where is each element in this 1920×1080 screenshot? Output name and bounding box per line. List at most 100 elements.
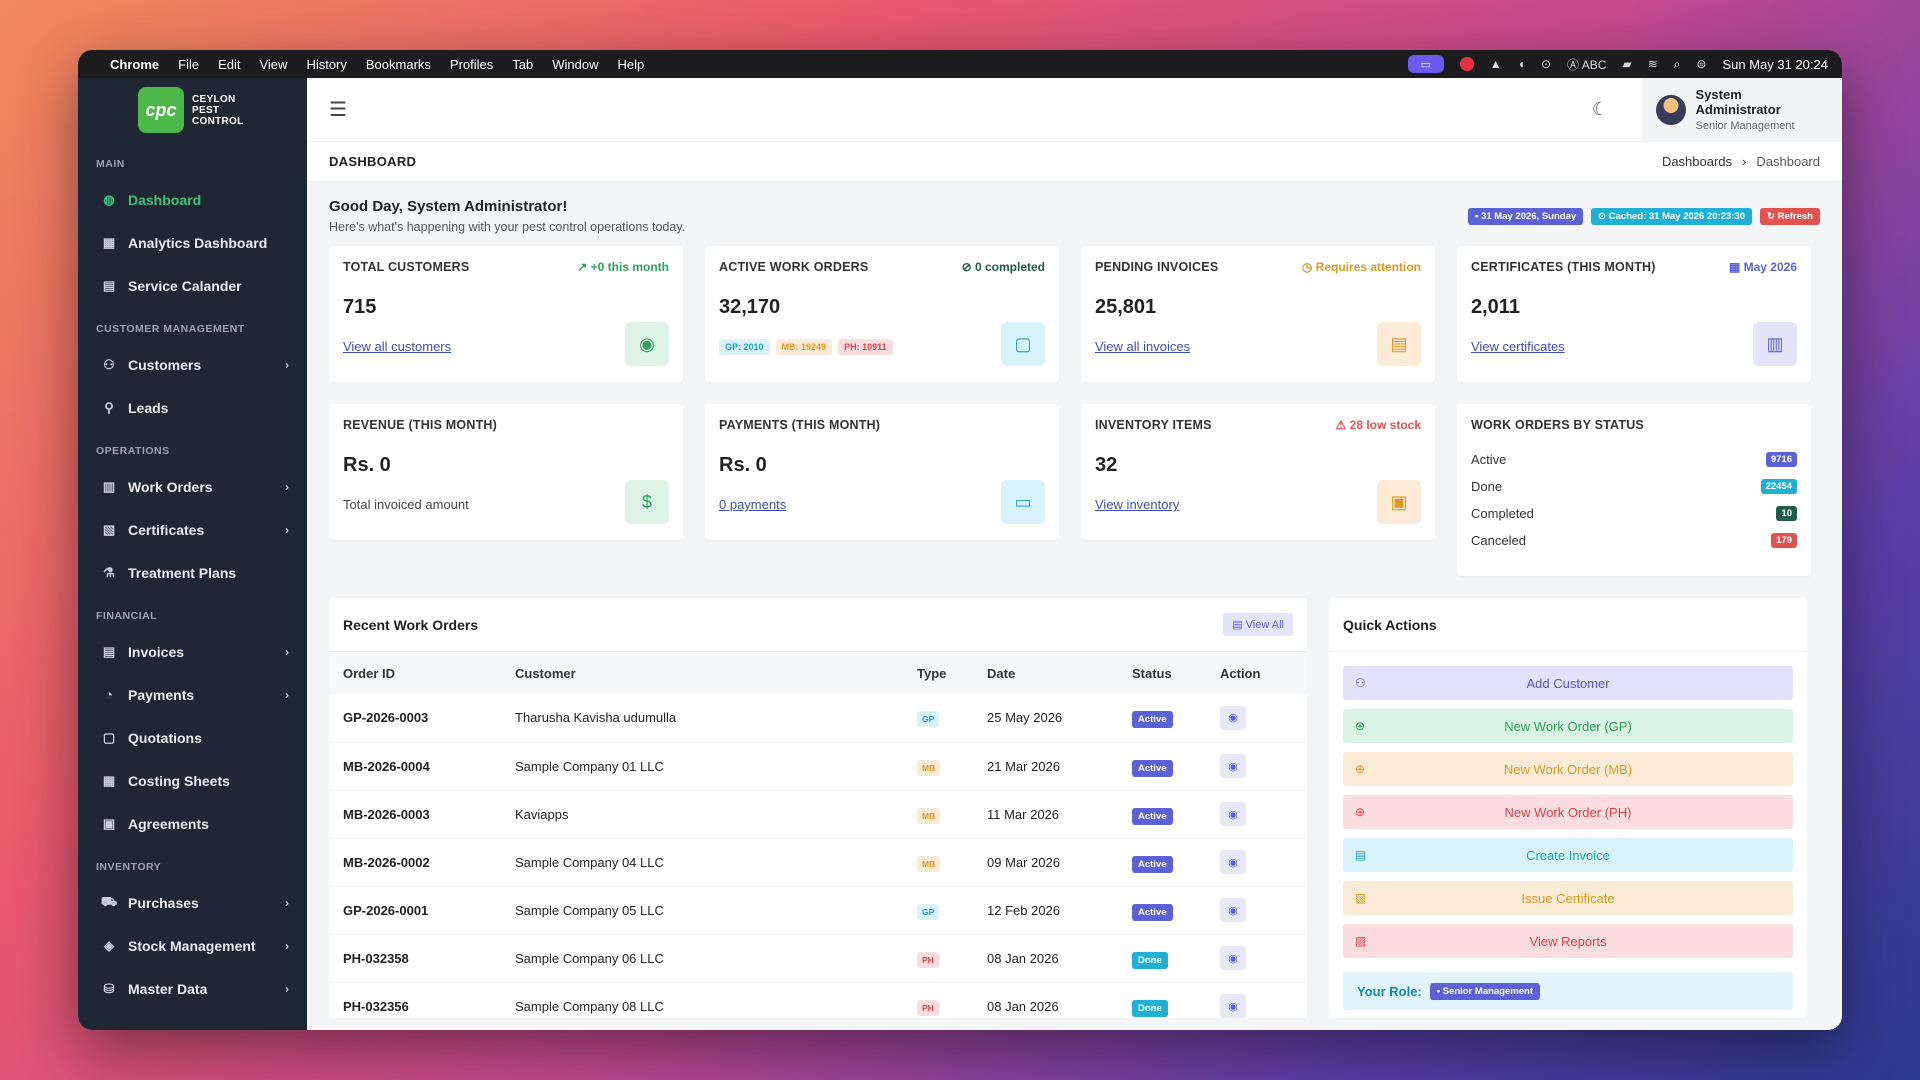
- sidebar-item-purchases[interactable]: ⛟ Purchases ›: [78, 881, 307, 924]
- view-all-button[interactable]: ▤ View All: [1223, 613, 1293, 636]
- customer-name: Sample Company 04 LLC: [501, 838, 903, 887]
- dark-mode-toggle-icon[interactable]: ☾: [1591, 99, 1608, 119]
- sidebar-item-invoices[interactable]: ▤ Invoices ›: [78, 630, 307, 673]
- view-eye-icon[interactable]: ◉: [1220, 946, 1246, 970]
- payments-link[interactable]: 0 payments: [719, 497, 787, 512]
- record-icon[interactable]: [1459, 57, 1474, 71]
- action-cell: ◉: [1206, 982, 1307, 1018]
- status-badge: Active: [1132, 855, 1173, 873]
- sidebar-item-dashboard[interactable]: ◍ Dashboard: [78, 178, 307, 221]
- page-title: DASHBOARD: [329, 154, 417, 169]
- view-all-invoices-link[interactable]: View all invoices: [1095, 339, 1191, 354]
- brand-logo[interactable]: cpc CEYLON PEST CONTROL: [78, 78, 307, 142]
- status-row: Completed 10: [1471, 500, 1797, 527]
- type-badge: GP: [917, 711, 940, 728]
- sidebar-item-analytics-dashboard[interactable]: ▦ Analytics Dashboard: [78, 221, 307, 264]
- mouse-icon[interactable]: ◖: [1517, 57, 1525, 71]
- menu-app-name[interactable]: Chrome: [110, 56, 160, 72]
- menu-edit[interactable]: Edit: [218, 56, 241, 72]
- user-name: System Administrator: [1695, 87, 1781, 117]
- spotlight-search-icon[interactable]: ⌕: [1673, 56, 1681, 71]
- menu-view[interactable]: View: [259, 56, 288, 72]
- input-source-icon[interactable]: Ⓐ ABC: [1567, 57, 1607, 72]
- menu-tab[interactable]: Tab: [512, 56, 534, 72]
- view-eye-icon[interactable]: ◉: [1220, 802, 1246, 826]
- sidebar-item-treatment-plans[interactable]: ⚗ Treatment Plans: [78, 551, 307, 594]
- sidebar-item-certificates[interactable]: ▧ Certificates ›: [78, 508, 307, 551]
- card-label: PENDING INVOICES: [1095, 260, 1219, 274]
- breadcrumb-dashboards[interactable]: Dashboards: [1661, 154, 1733, 169]
- user-profile-menu[interactable]: System Administrator Senior Management: [1642, 78, 1842, 142]
- quick-action-view-reports[interactable]: ▨ View Reports: [1343, 924, 1793, 958]
- sidebar-item-agreements[interactable]: ▣ Agreements: [78, 802, 307, 845]
- sidebar-item-label: Treatment Plans: [128, 564, 237, 581]
- quick-action-label: View Reports: [1529, 933, 1607, 949]
- menu-history[interactable]: History: [306, 56, 347, 72]
- view-eye-icon[interactable]: ◉: [1220, 898, 1246, 922]
- table-body: GP-2026-0003 Tharusha Kavisha udumulla G…: [329, 694, 1307, 1018]
- screen-share-icon[interactable]: ▭: [1407, 55, 1444, 73]
- play-icon[interactable]: ⊙: [1540, 57, 1551, 71]
- type-cell: GP: [903, 886, 973, 935]
- menu-profiles[interactable]: Profiles: [449, 56, 494, 72]
- menu-bookmarks[interactable]: Bookmarks: [365, 56, 431, 72]
- sidebar-item-quotations[interactable]: ▢ Quotations: [78, 716, 307, 759]
- order-id: MB-2026-0002: [329, 838, 501, 887]
- quick-action-issue-certificate[interactable]: ▧ Issue Certificate: [1343, 881, 1793, 915]
- quick-action-new-work-order-mb[interactable]: ⊕ New Work Order (MB): [1343, 752, 1793, 786]
- chevron-right-icon: ›: [285, 687, 289, 702]
- menu-help[interactable]: Help: [617, 56, 645, 72]
- hamburger-menu-icon[interactable]: ☰: [329, 99, 347, 121]
- sidebar-item-stock-management[interactable]: ◈ Stock Management ›: [78, 924, 307, 967]
- recent-work-orders-panel: Recent Work Orders ▤ View All Order ID C…: [329, 598, 1307, 1018]
- invoice-icon: ▤: [102, 643, 116, 659]
- menu-file[interactable]: File: [178, 56, 200, 72]
- view-certificates-link[interactable]: View certificates: [1471, 339, 1565, 354]
- wifi-icon[interactable]: ≋: [1647, 57, 1658, 71]
- plus-circle-icon: ⊕: [1355, 719, 1366, 733]
- status-count-badge: 179: [1771, 533, 1797, 548]
- sidebar-item-customers[interactable]: ⚇ Customers ›: [78, 343, 307, 386]
- quick-action-new-work-order-gp[interactable]: ⊕ New Work Order (GP): [1343, 709, 1793, 743]
- view-inventory-link[interactable]: View inventory: [1095, 497, 1180, 512]
- sidebar-item-payments[interactable]: ◔ Payments ›: [78, 673, 307, 716]
- certificate-icon: ▧: [1355, 891, 1367, 905]
- sidebar-item-master-data[interactable]: ⛁ Master Data ›: [78, 967, 307, 1010]
- menu-window[interactable]: Window: [552, 56, 599, 72]
- refresh-button[interactable]: ↻ Refresh: [1760, 208, 1820, 225]
- sidebar-item-service-calander[interactable]: ▤ Service Calander: [78, 264, 307, 307]
- card-value: 32,170: [719, 296, 781, 318]
- view-all-customers-link[interactable]: View all customers: [343, 339, 452, 354]
- plus-circle-icon: ⊕: [1355, 762, 1366, 776]
- report-icon: ▨: [1355, 934, 1367, 948]
- sidebar-item-work-orders[interactable]: ▥ Work Orders ›: [78, 465, 307, 508]
- vlc-icon[interactable]: ▲: [1489, 57, 1502, 71]
- sidebar-section-title: CUSTOMER MANAGEMENT: [96, 323, 245, 335]
- view-eye-icon[interactable]: ◉: [1220, 850, 1246, 874]
- view-eye-icon[interactable]: ◉: [1220, 705, 1246, 730]
- view-eye-icon[interactable]: ◉: [1220, 994, 1246, 1018]
- card-certificates: CERTIFICATES (THIS MONTH) ▦ May 2026 2,0…: [1457, 246, 1811, 382]
- role-box: Your Role: • Senior Management: [1343, 972, 1793, 1010]
- quick-action-add-customer[interactable]: ⚇ Add Customer: [1343, 666, 1793, 700]
- control-center-icon[interactable]: ⊜: [1696, 57, 1707, 71]
- quick-action-new-work-order-ph[interactable]: ⊕ New Work Order (PH): [1343, 795, 1793, 829]
- sidebar-item-costing-sheets[interactable]: ▦ Costing Sheets: [78, 759, 307, 802]
- customer-name: Tharusha Kavisha udumulla: [501, 694, 903, 743]
- order-id: MB-2026-0003: [329, 790, 501, 839]
- sidebar-item-label: Service Calander: [128, 277, 242, 294]
- work-order-type-tags: GP: 2010 MB: 19249 PH: 10911: [719, 339, 1045, 355]
- greeting-subtitle: Here's what's happening with your pest c…: [329, 220, 686, 234]
- type-cell: MB: [903, 790, 973, 839]
- view-eye-icon[interactable]: ◉: [1220, 754, 1246, 778]
- status-name: Active: [1471, 452, 1507, 467]
- order-date: 12 Feb 2026: [973, 886, 1118, 935]
- quick-action-create-invoice[interactable]: ▤ Create Invoice: [1343, 838, 1793, 872]
- col-date: Date: [973, 652, 1118, 694]
- sidebar-item-leads[interactable]: ⚲ Leads: [78, 386, 307, 429]
- menubar-clock[interactable]: Sun May 31 20:24: [1722, 56, 1828, 72]
- quick-action-label: New Work Order (MB): [1503, 761, 1633, 777]
- status-badge: Done: [1132, 951, 1168, 969]
- battery-icon[interactable]: ▰: [1622, 57, 1632, 71]
- card-label: INVENTORY ITEMS: [1095, 418, 1212, 432]
